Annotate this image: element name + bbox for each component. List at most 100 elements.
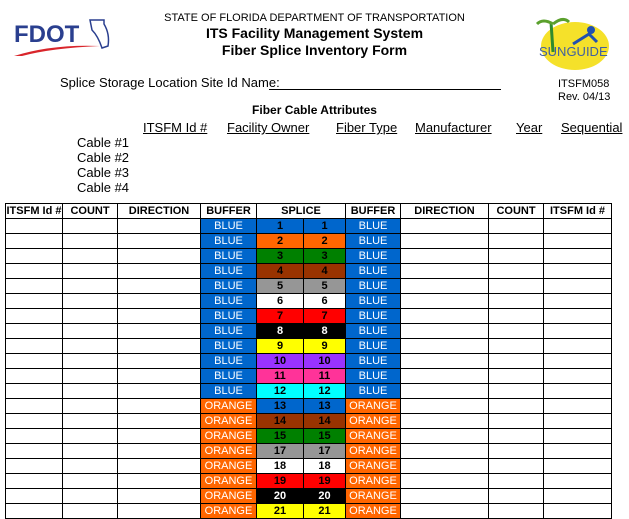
direction-cell-left[interactable] xyxy=(117,488,201,504)
count-cell-right[interactable] xyxy=(488,368,544,384)
direction-cell-left[interactable] xyxy=(117,323,201,339)
itsfm-id-cell-left[interactable] xyxy=(5,428,63,444)
direction-cell-right[interactable] xyxy=(400,248,489,264)
direction-cell-right[interactable] xyxy=(400,323,489,339)
itsfm-id-cell-left[interactable] xyxy=(5,338,63,354)
count-cell-left[interactable] xyxy=(62,218,118,234)
count-cell-right[interactable] xyxy=(488,398,544,414)
count-cell-left[interactable] xyxy=(62,488,118,504)
itsfm-id-cell-right[interactable] xyxy=(543,413,612,429)
itsfm-id-cell-right[interactable] xyxy=(543,248,612,264)
count-cell-left[interactable] xyxy=(62,338,118,354)
count-cell-right[interactable] xyxy=(488,413,544,429)
itsfm-id-cell-right[interactable] xyxy=(543,368,612,384)
itsfm-id-cell-left[interactable] xyxy=(5,233,63,249)
itsfm-id-cell-right[interactable] xyxy=(543,383,612,399)
direction-cell-left[interactable] xyxy=(117,308,201,324)
count-cell-right[interactable] xyxy=(488,428,544,444)
direction-cell-left[interactable] xyxy=(117,503,201,519)
count-cell-left[interactable] xyxy=(62,263,118,279)
direction-cell-right[interactable] xyxy=(400,428,489,444)
itsfm-id-cell-right[interactable] xyxy=(543,458,612,474)
direction-cell-left[interactable] xyxy=(117,443,201,459)
itsfm-id-cell-left[interactable] xyxy=(5,323,63,339)
count-cell-left[interactable] xyxy=(62,308,118,324)
count-cell-right[interactable] xyxy=(488,293,544,309)
itsfm-id-cell-left[interactable] xyxy=(5,398,63,414)
direction-cell-left[interactable] xyxy=(117,218,201,234)
direction-cell-right[interactable] xyxy=(400,353,489,369)
itsfm-id-cell-right[interactable] xyxy=(543,233,612,249)
count-cell-right[interactable] xyxy=(488,488,544,504)
direction-cell-right[interactable] xyxy=(400,233,489,249)
direction-cell-right[interactable] xyxy=(400,308,489,324)
count-cell-left[interactable] xyxy=(62,278,118,294)
itsfm-id-cell-right[interactable] xyxy=(543,473,612,489)
count-cell-right[interactable] xyxy=(488,338,544,354)
direction-cell-left[interactable] xyxy=(117,398,201,414)
count-cell-left[interactable] xyxy=(62,473,118,489)
direction-cell-left[interactable] xyxy=(117,263,201,279)
count-cell-left[interactable] xyxy=(62,248,118,264)
direction-cell-left[interactable] xyxy=(117,353,201,369)
count-cell-right[interactable] xyxy=(488,323,544,339)
itsfm-id-cell-right[interactable] xyxy=(543,398,612,414)
direction-cell-left[interactable] xyxy=(117,413,201,429)
itsfm-id-cell-right[interactable] xyxy=(543,263,612,279)
direction-cell-left[interactable] xyxy=(117,278,201,294)
itsfm-id-cell-right[interactable] xyxy=(543,443,612,459)
direction-cell-right[interactable] xyxy=(400,338,489,354)
itsfm-id-cell-right[interactable] xyxy=(543,278,612,294)
direction-cell-left[interactable] xyxy=(117,383,201,399)
direction-cell-left[interactable] xyxy=(117,368,201,384)
direction-cell-left[interactable] xyxy=(117,458,201,474)
count-cell-right[interactable] xyxy=(488,473,544,489)
count-cell-right[interactable] xyxy=(488,233,544,249)
count-cell-right[interactable] xyxy=(488,458,544,474)
count-cell-right[interactable] xyxy=(488,353,544,369)
direction-cell-right[interactable] xyxy=(400,278,489,294)
direction-cell-right[interactable] xyxy=(400,263,489,279)
direction-cell-right[interactable] xyxy=(400,293,489,309)
count-cell-right[interactable] xyxy=(488,308,544,324)
direction-cell-left[interactable] xyxy=(117,338,201,354)
direction-cell-right[interactable] xyxy=(400,458,489,474)
itsfm-id-cell-right[interactable] xyxy=(543,293,612,309)
itsfm-id-cell-left[interactable] xyxy=(5,383,63,399)
itsfm-id-cell-right[interactable] xyxy=(543,428,612,444)
itsfm-id-cell-left[interactable] xyxy=(5,353,63,369)
count-cell-left[interactable] xyxy=(62,398,118,414)
itsfm-id-cell-left[interactable] xyxy=(5,458,63,474)
direction-cell-left[interactable] xyxy=(117,428,201,444)
itsfm-id-cell-right[interactable] xyxy=(543,308,612,324)
itsfm-id-cell-right[interactable] xyxy=(543,218,612,234)
direction-cell-left[interactable] xyxy=(117,293,201,309)
itsfm-id-cell-left[interactable] xyxy=(5,278,63,294)
site-id-field[interactable] xyxy=(269,89,501,90)
count-cell-left[interactable] xyxy=(62,368,118,384)
count-cell-left[interactable] xyxy=(62,413,118,429)
itsfm-id-cell-left[interactable] xyxy=(5,263,63,279)
itsfm-id-cell-left[interactable] xyxy=(5,473,63,489)
count-cell-left[interactable] xyxy=(62,383,118,399)
count-cell-left[interactable] xyxy=(62,353,118,369)
itsfm-id-cell-right[interactable] xyxy=(543,503,612,519)
itsfm-id-cell-right[interactable] xyxy=(543,323,612,339)
count-cell-right[interactable] xyxy=(488,278,544,294)
itsfm-id-cell-left[interactable] xyxy=(5,308,63,324)
itsfm-id-cell-left[interactable] xyxy=(5,248,63,264)
count-cell-right[interactable] xyxy=(488,263,544,279)
count-cell-left[interactable] xyxy=(62,503,118,519)
direction-cell-left[interactable] xyxy=(117,233,201,249)
direction-cell-right[interactable] xyxy=(400,413,489,429)
direction-cell-right[interactable] xyxy=(400,473,489,489)
direction-cell-right[interactable] xyxy=(400,398,489,414)
count-cell-right[interactable] xyxy=(488,503,544,519)
itsfm-id-cell-left[interactable] xyxy=(5,368,63,384)
count-cell-right[interactable] xyxy=(488,443,544,459)
itsfm-id-cell-left[interactable] xyxy=(5,503,63,519)
count-cell-left[interactable] xyxy=(62,428,118,444)
itsfm-id-cell-right[interactable] xyxy=(543,353,612,369)
direction-cell-right[interactable] xyxy=(400,503,489,519)
count-cell-right[interactable] xyxy=(488,218,544,234)
